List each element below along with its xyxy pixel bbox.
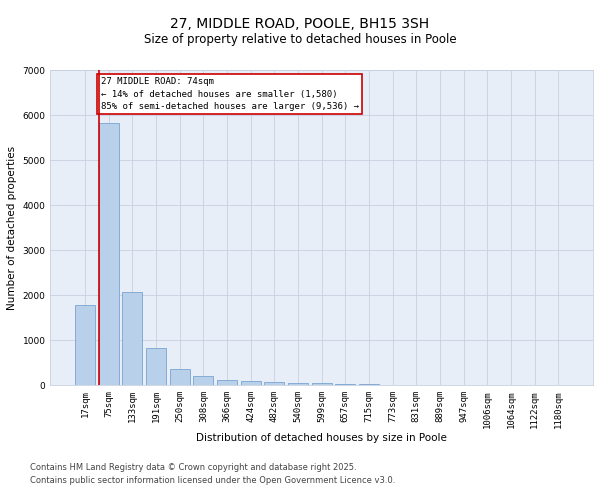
Bar xyxy=(75,305,95,385)
Bar xyxy=(122,292,142,385)
Bar xyxy=(170,369,190,385)
Bar xyxy=(359,384,379,385)
Bar xyxy=(217,380,237,385)
Bar xyxy=(146,348,166,385)
Bar xyxy=(98,124,119,385)
Text: Contains public sector information licensed under the Open Government Licence v3: Contains public sector information licen… xyxy=(30,476,395,485)
X-axis label: Distribution of detached houses by size in Poole: Distribution of detached houses by size … xyxy=(196,433,447,443)
Bar xyxy=(193,376,214,385)
Text: Size of property relative to detached houses in Poole: Size of property relative to detached ho… xyxy=(143,32,457,46)
Y-axis label: Number of detached properties: Number of detached properties xyxy=(7,146,17,310)
Text: 27, MIDDLE ROAD, POOLE, BH15 3SH: 27, MIDDLE ROAD, POOLE, BH15 3SH xyxy=(170,18,430,32)
Bar xyxy=(241,381,261,385)
Bar xyxy=(311,383,332,385)
Text: 27 MIDDLE ROAD: 74sqm
← 14% of detached houses are smaller (1,580)
85% of semi-d: 27 MIDDLE ROAD: 74sqm ← 14% of detached … xyxy=(101,77,359,111)
Bar xyxy=(265,382,284,385)
Text: Contains HM Land Registry data © Crown copyright and database right 2025.: Contains HM Land Registry data © Crown c… xyxy=(30,464,356,472)
Bar xyxy=(288,382,308,385)
Bar xyxy=(335,384,355,385)
